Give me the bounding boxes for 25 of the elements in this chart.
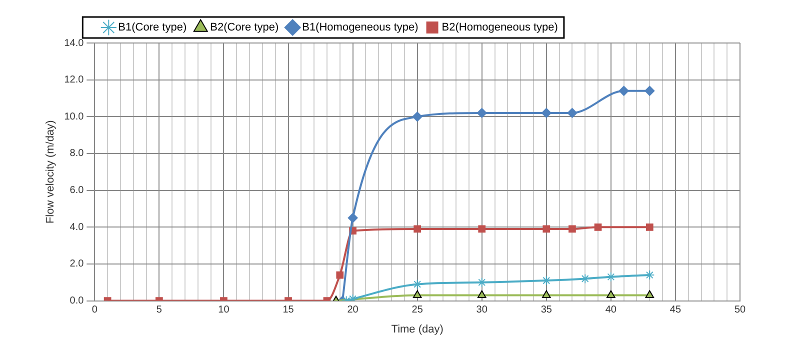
y-tick-label: 4.0: [70, 222, 84, 233]
x-tick-label: 20: [347, 304, 359, 316]
y-tick-label: 8.0: [70, 148, 84, 160]
legend-label: B1(Core type): [118, 22, 187, 34]
y-tick-label: 2.0: [70, 258, 84, 270]
x-tick-label: 0: [92, 304, 98, 316]
x-tick-label: 5: [156, 304, 162, 316]
x-tick-label: 40: [605, 304, 617, 316]
y-tick-label: 14.0: [64, 38, 84, 49]
y-tick-label: 6.0: [70, 185, 84, 196]
x-axis-title: Time (day): [391, 323, 444, 336]
legend-label: B1(Homogeneous type): [302, 22, 418, 34]
legend-label: B2(Core type): [210, 22, 279, 34]
x-tick-label: 10: [218, 304, 230, 316]
x-tick-label: 25: [412, 304, 424, 316]
x-tick-label: 30: [476, 304, 488, 316]
y-tick-label: 0.0: [70, 296, 84, 307]
x-tick-label: 35: [540, 304, 552, 316]
x-tick-label: 15: [282, 304, 294, 316]
y-axis-title: Flow velocity (m/day): [44, 120, 57, 224]
y-tick-label: 10.0: [64, 111, 84, 122]
y-tick-label: 12.0: [64, 74, 84, 86]
legend-label: B2(Homogeneous type): [442, 22, 558, 34]
x-tick-label: 45: [670, 304, 682, 316]
x-tick-label: 50: [734, 304, 746, 316]
